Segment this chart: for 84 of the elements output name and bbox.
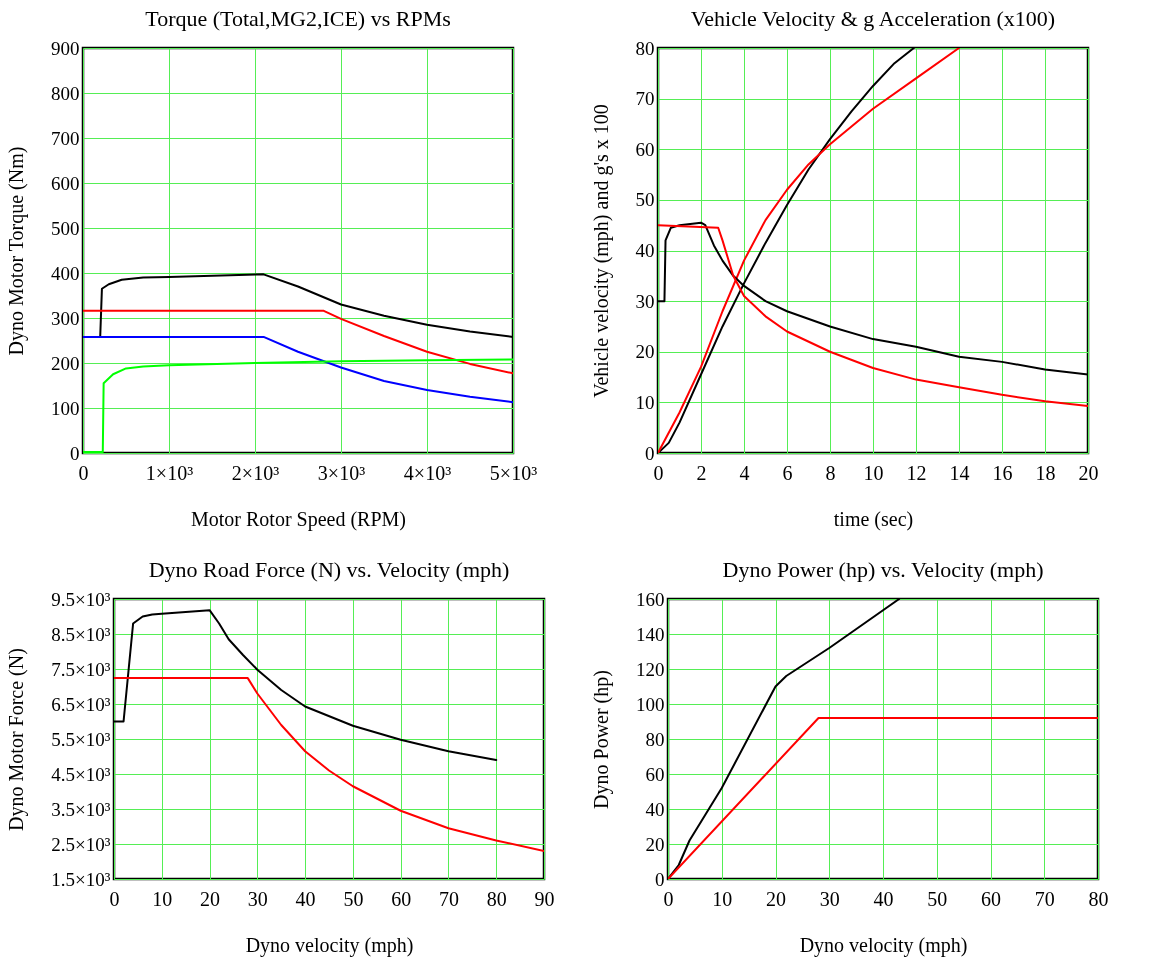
y-tick-label: 1.5×10³ bbox=[51, 868, 111, 890]
line-series bbox=[83, 309, 513, 375]
y-tick-label: 8.5×10³ bbox=[51, 623, 111, 645]
y-tick-label: 160 bbox=[636, 588, 665, 610]
x-tick-label: 30 bbox=[247, 887, 268, 910]
y-tick-label: 2.5×10³ bbox=[51, 833, 111, 855]
x-tick-label: 40 bbox=[873, 887, 894, 910]
y-tick-label: 4.5×10³ bbox=[51, 763, 111, 785]
x-tick-label: 4 bbox=[739, 461, 750, 484]
x-tick-label: 20 bbox=[766, 887, 786, 910]
y-tick-label: 7.5×10³ bbox=[51, 658, 111, 680]
x-tick-label: 60 bbox=[391, 887, 412, 910]
y-tick-label: 60 bbox=[645, 763, 665, 785]
x-tick-label: 90 bbox=[534, 887, 555, 910]
x-tick-label: 70 bbox=[438, 887, 459, 910]
y-tick-label: 600 bbox=[51, 172, 80, 194]
x-tick-label: 70 bbox=[1034, 887, 1055, 910]
x-axis-title: Dyno velocity (mph) bbox=[245, 933, 414, 957]
y-tick-label: 80 bbox=[645, 728, 665, 750]
y-tick-label: 500 bbox=[51, 217, 80, 239]
y-axis-title: Dyno Power (hp) bbox=[590, 670, 613, 809]
x-tick-label: 50 bbox=[927, 887, 948, 910]
y-tick-label: 120 bbox=[636, 658, 665, 680]
x-tick-label: 80 bbox=[486, 887, 507, 910]
x-tick-label: 20 bbox=[200, 887, 221, 910]
x-tick-label: 10 bbox=[863, 461, 884, 484]
chart-title: Vehicle Velocity & g Acceleration (x100) bbox=[690, 6, 1056, 31]
x-tick-label: 1×10³ bbox=[145, 461, 194, 484]
y-axis-title: Dyno Motor Force (N) bbox=[5, 648, 29, 831]
y-axis-title: Vehicle velocity (mph) and g's x 100 bbox=[589, 104, 613, 398]
y-tick-label: 10 bbox=[635, 391, 655, 413]
y-tick-label: 20 bbox=[645, 833, 665, 855]
x-tick-label: 3×10³ bbox=[317, 461, 366, 484]
x-tick-label: 12 bbox=[906, 461, 927, 484]
x-tick-label: 50 bbox=[343, 887, 364, 910]
x-tick-label: 30 bbox=[819, 887, 840, 910]
y-tick-label: 40 bbox=[635, 240, 655, 261]
x-tick-label: 4×10³ bbox=[403, 461, 452, 484]
y-tick-label: 100 bbox=[51, 397, 80, 419]
x-tick-label: 2×10³ bbox=[231, 461, 280, 484]
line-series bbox=[114, 677, 544, 852]
y-tick-label: 60 bbox=[635, 138, 655, 160]
y-tick-label: 0 bbox=[655, 868, 665, 890]
y-tick-label: 900 bbox=[51, 37, 80, 59]
chart-title: Torque (Total,MG2,ICE) vs RPMs bbox=[145, 6, 451, 31]
y-tick-label: 80 bbox=[635, 37, 655, 59]
y-tick-label: 400 bbox=[51, 262, 80, 284]
x-axis-title: Dyno velocity (mph) bbox=[799, 933, 968, 957]
x-axis-title: time (sec) bbox=[833, 507, 914, 531]
x-tick-label: 16 bbox=[992, 461, 1013, 484]
y-tick-label: 100 bbox=[636, 693, 665, 715]
y-tick-label: 700 bbox=[51, 127, 80, 149]
x-tick-label: 2 bbox=[696, 461, 707, 484]
y-tick-label: 20 bbox=[635, 341, 655, 363]
x-tick-label: 6 bbox=[782, 461, 793, 484]
y-tick-label: 3.5×10³ bbox=[51, 798, 111, 820]
y-tick-label: 5.5×10³ bbox=[51, 728, 111, 750]
y-tick-label: 140 bbox=[636, 623, 665, 645]
y-axis-title: Dyno Motor Torque (Nm) bbox=[5, 146, 28, 356]
y-tick-label: 70 bbox=[635, 88, 655, 110]
x-tick-label: 10 bbox=[712, 887, 733, 910]
line-series bbox=[83, 335, 513, 404]
x-tick-label: 20 bbox=[1078, 461, 1099, 484]
y-tick-label: 300 bbox=[51, 307, 80, 329]
y-tick-label: 50 bbox=[635, 189, 655, 211]
y-tick-label: 30 bbox=[635, 290, 655, 312]
y-tick-label: 9.5×10³ bbox=[51, 588, 111, 610]
x-tick-label: 8 bbox=[825, 461, 836, 484]
x-tick-label: 14 bbox=[949, 461, 970, 484]
chart-title: Dyno Road Force (N) vs. Velocity (mph) bbox=[148, 557, 510, 582]
x-tick-label: 60 bbox=[981, 887, 1001, 910]
y-tick-label: 6.5×10³ bbox=[51, 693, 111, 715]
x-tick-label: 18 bbox=[1035, 461, 1056, 484]
x-tick-label: 80 bbox=[1088, 887, 1109, 910]
chart-title: Dyno Power (hp) vs. Velocity (mph) bbox=[722, 557, 1044, 582]
y-tick-label: 0 bbox=[70, 442, 80, 464]
x-tick-label: 5×10³ bbox=[489, 461, 538, 484]
x-tick-label: 10 bbox=[152, 887, 173, 910]
y-tick-label: 200 bbox=[51, 352, 80, 374]
y-tick-label: 40 bbox=[645, 798, 665, 820]
x-axis-title: Motor Rotor Speed (RPM) bbox=[191, 507, 406, 531]
x-tick-label: 40 bbox=[295, 887, 316, 910]
y-tick-label: 800 bbox=[51, 82, 80, 104]
y-tick-label: 0 bbox=[645, 442, 655, 464]
